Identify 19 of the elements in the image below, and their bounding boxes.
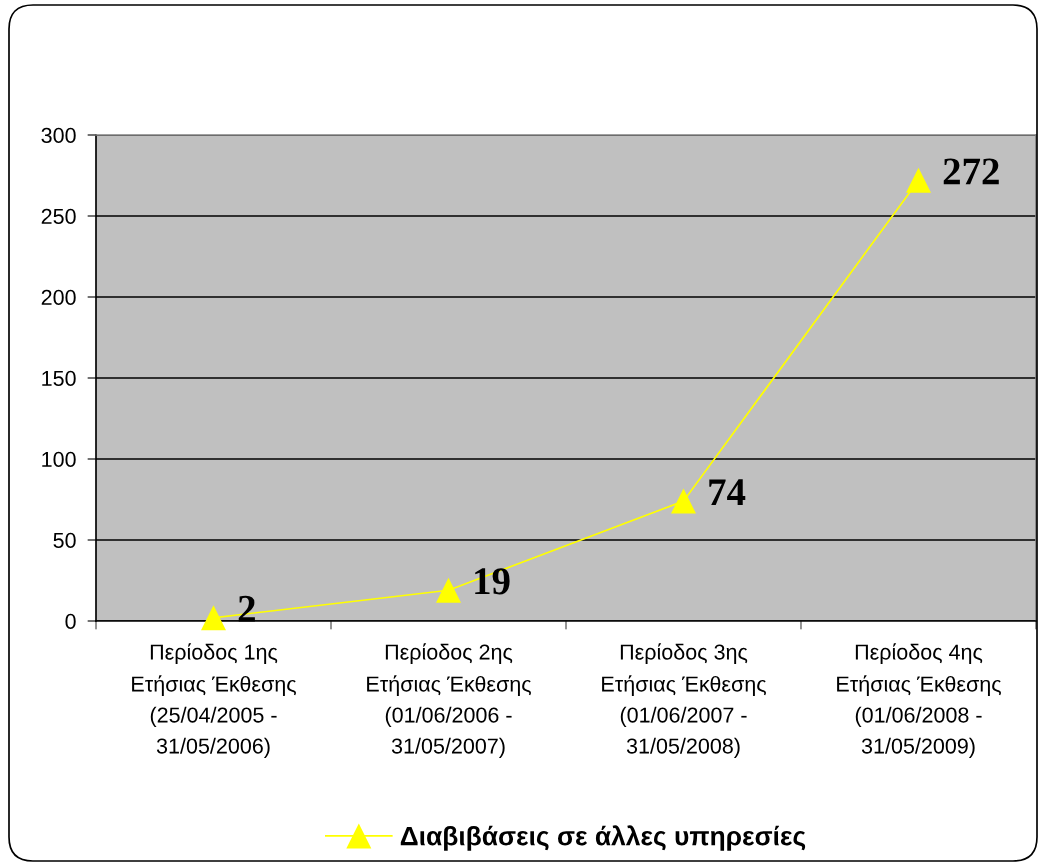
y-tick-label: 50 <box>53 532 76 549</box>
x-tick-label: Περίοδος 1ης Ετήσιας Έκθεσης (25/04/2005 - 31/05/2006) <box>132 643 296 758</box>
point <box>906 167 931 193</box>
data-label: 19 <box>475 568 510 595</box>
point <box>201 605 226 631</box>
y-tick-label: 300 <box>41 127 76 144</box>
y-tick-label: 200 <box>41 289 76 306</box>
data-label: 74 <box>709 479 746 505</box>
y-tick-label: 100 <box>42 451 76 468</box>
x-tick-label: Περίοδος 2ης Ετήσιας Έκθεσης (01/06/2006 - 31/05/2007) <box>367 643 531 758</box>
x-tick-label: Περίοδος 3ης Ετήσιας Έκθεσης (01/06/2007 - 31/05/2008) <box>602 643 766 758</box>
legend-label: Διαβιβάσεις σε άλλες υπηρεσίες <box>400 825 806 851</box>
x-tick-label: Περίοδος 4ης Ετήσιας Έκθεσης (01/06/2008 - 31/05/2009) <box>837 643 1001 758</box>
data-label: 272 <box>943 158 999 185</box>
y-tick-label: 250 <box>41 208 76 225</box>
point <box>671 488 696 514</box>
y-tick-label: 0 <box>65 613 76 630</box>
point <box>436 577 461 603</box>
y-tick-label: 150 <box>42 370 76 387</box>
